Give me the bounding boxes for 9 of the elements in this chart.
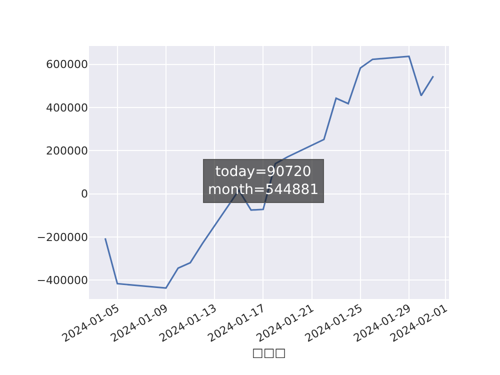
line-series xyxy=(104,56,434,289)
x-axis-title: □□□ xyxy=(252,346,286,360)
annotation: today=90720 month=544881 xyxy=(208,164,319,198)
y-tick-label: 400000 xyxy=(46,101,88,114)
y-tick-label: 600000 xyxy=(46,58,88,72)
y-tick-label: 0 xyxy=(81,188,88,201)
y-tick-label: 200000 xyxy=(46,144,88,158)
y-tick-label: −400000 xyxy=(36,274,88,288)
y-tick-label: −200000 xyxy=(36,230,88,244)
